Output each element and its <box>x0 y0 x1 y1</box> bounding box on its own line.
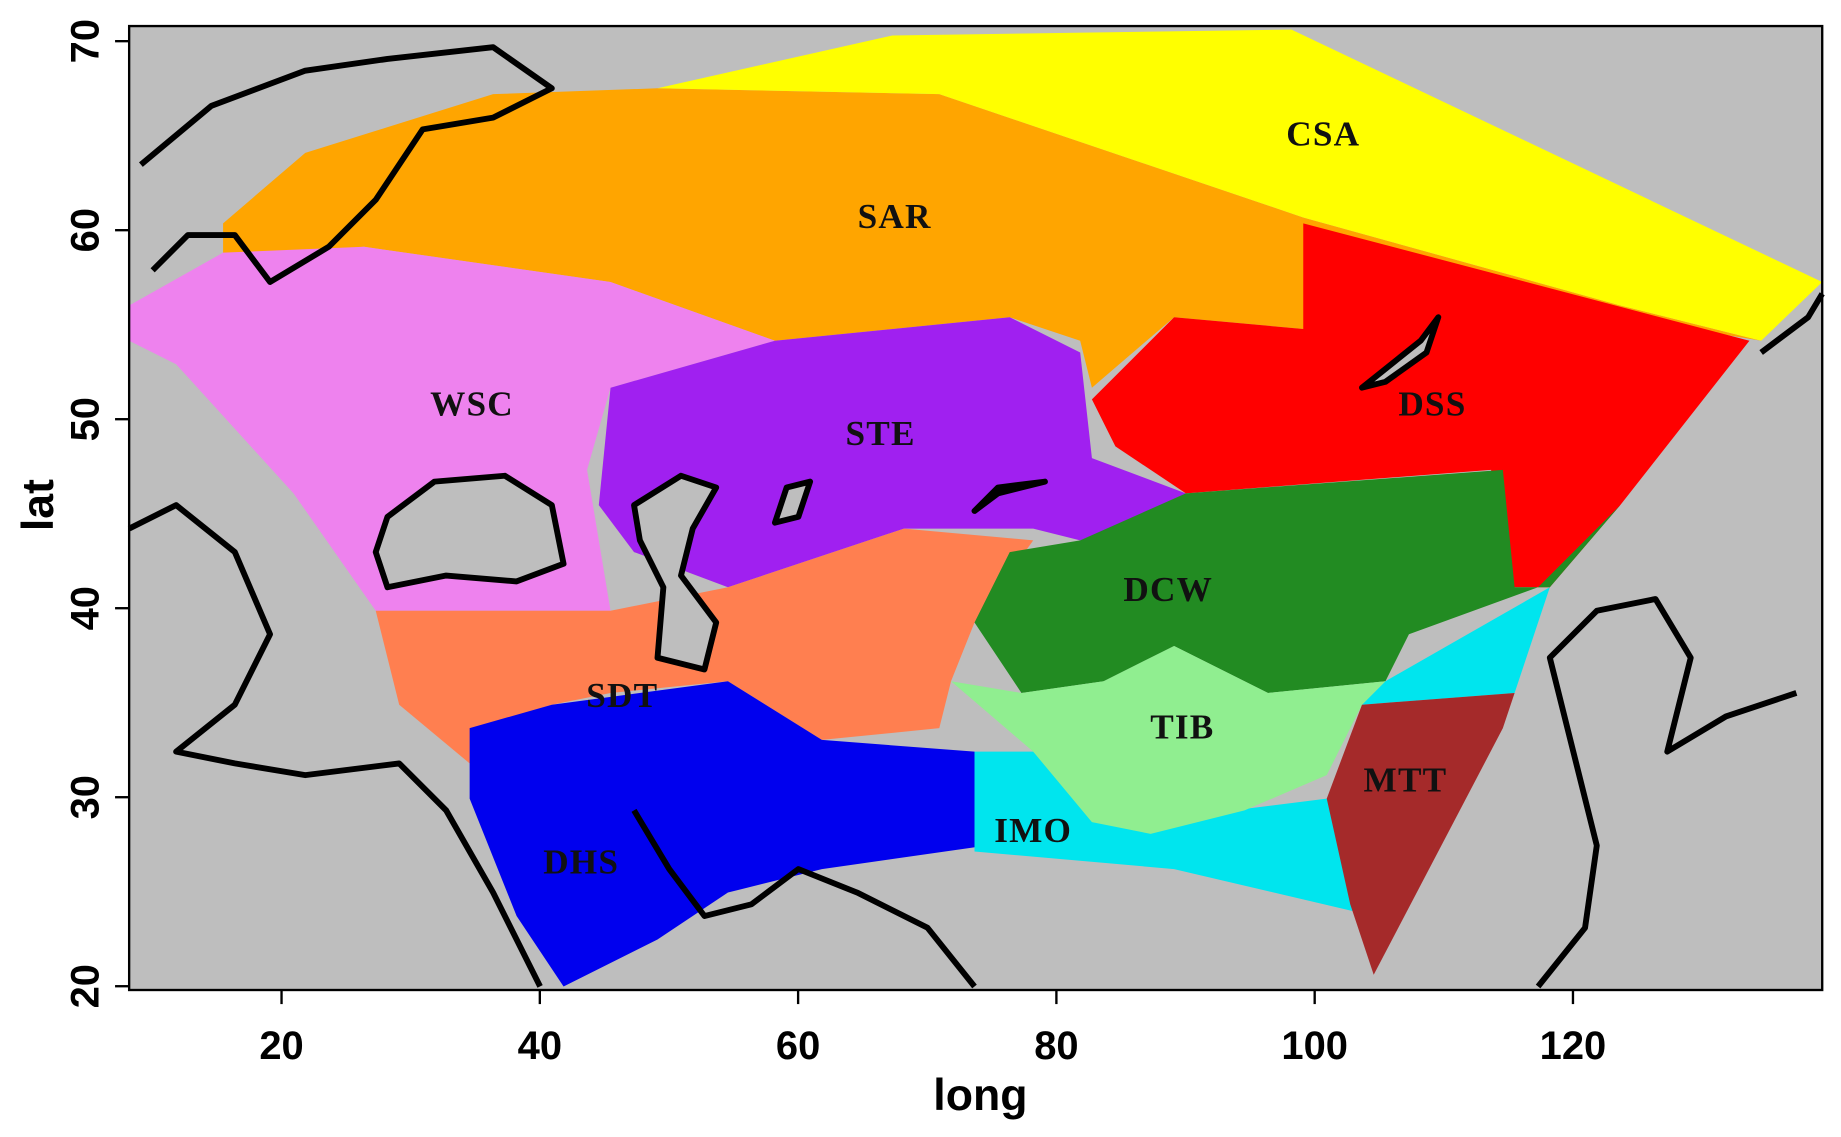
x-tick-label: 40 <box>518 1024 562 1068</box>
plot-area: SAR CSA WSC STE DSS SDT DCW DHS IMO TIB MTT <box>127 24 1825 992</box>
region-label: IMO <box>994 811 1072 850</box>
coastline <box>1759 292 1825 355</box>
region-label: TIB <box>1150 708 1214 747</box>
region-label: DCW <box>1123 570 1213 609</box>
x-tick-label: 80 <box>1034 1024 1078 1068</box>
y-tick-label: 40 <box>64 586 108 630</box>
region-label: DSS <box>1398 385 1466 424</box>
region-area <box>129 246 775 611</box>
plot-frame <box>127 24 1824 992</box>
x-axis-title: long <box>933 1071 1027 1120</box>
coastline <box>1359 314 1442 391</box>
x-tick-label: 60 <box>776 1024 820 1068</box>
coastline <box>631 472 720 673</box>
y-tick-label: 60 <box>64 208 108 252</box>
region-label: WSC <box>430 385 514 424</box>
region-label: CSA <box>1286 115 1360 154</box>
region-area <box>951 645 1386 834</box>
y-tick-label: 70 <box>64 19 108 63</box>
x-tick-label: 20 <box>259 1024 303 1068</box>
x-tick-label: 120 <box>1540 1024 1607 1068</box>
region-label: DHS <box>543 843 619 882</box>
y-axis-title: lat <box>14 479 63 531</box>
region-area <box>598 317 1186 588</box>
y-tick-label: 20 <box>64 964 108 1008</box>
x-tick-label: 100 <box>1281 1024 1348 1068</box>
region-label: STE <box>846 414 916 453</box>
coastline <box>127 502 543 988</box>
region-label: SDT <box>586 676 658 715</box>
region-label: MTT <box>1364 760 1448 799</box>
coastline <box>631 808 977 989</box>
coastline <box>771 478 814 526</box>
coastline <box>1535 596 1798 989</box>
region-area <box>1361 587 1550 705</box>
coastline <box>139 44 555 285</box>
y-tick-label: 50 <box>64 397 108 441</box>
y-tick-label: 30 <box>64 775 108 819</box>
region-area <box>974 469 1621 693</box>
region-area <box>657 29 1823 341</box>
region-area <box>469 681 987 987</box>
coastline <box>971 478 1048 514</box>
coastline <box>372 472 567 591</box>
region-area <box>1091 223 1750 588</box>
region-label: SAR <box>858 197 932 236</box>
region-area <box>1326 692 1515 975</box>
